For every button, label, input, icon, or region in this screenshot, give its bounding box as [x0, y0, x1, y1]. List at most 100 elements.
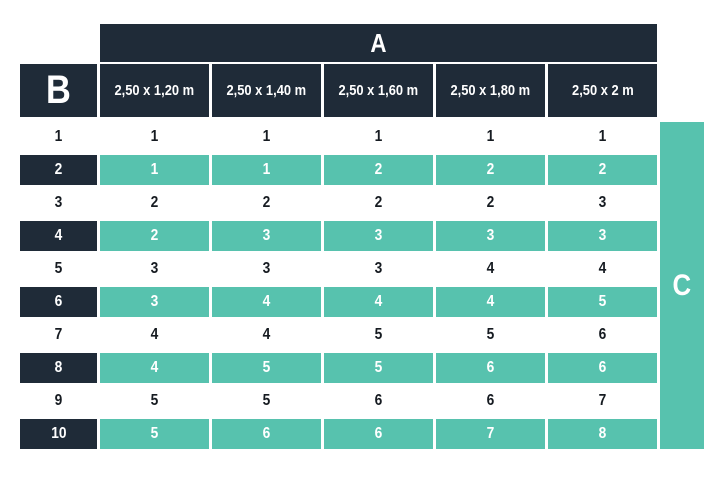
value-cell: 4: [100, 353, 209, 383]
value-cell: 4: [212, 320, 321, 350]
value-cell: 1: [100, 122, 209, 152]
row-group-label: B: [46, 68, 71, 112]
value-cell-text: 2: [374, 161, 383, 178]
value-cell-text: 3: [262, 260, 271, 277]
table-row: 6 3 4 4 4 5: [20, 287, 657, 317]
table-row: 4 2 3 3 3 3: [20, 221, 657, 251]
value-cell-text: 5: [150, 392, 159, 409]
row-label-cell: 6: [20, 287, 97, 317]
value-cell-text: 7: [486, 425, 495, 442]
row-label-cell: 5: [20, 254, 97, 284]
row-label-cell: 7: [20, 320, 97, 350]
row-label-cell: 2: [20, 155, 97, 185]
value-cell-text: 6: [262, 425, 271, 442]
value-cell-text: 2: [150, 227, 159, 244]
value-cell-text: 4: [486, 260, 495, 277]
value-cell: 6: [436, 386, 545, 416]
value-cell: 4: [436, 287, 545, 317]
column-header-cell-text: 2,50 x 1,20 m: [114, 82, 195, 99]
column-header-cell: 2,50 x 1,20 m: [100, 64, 209, 117]
value-cell-text: 1: [598, 128, 607, 145]
value-cell: 1: [212, 122, 321, 152]
value-cell-text: 1: [374, 128, 383, 145]
value-cell: 3: [324, 221, 433, 251]
column-header-cell-text: 2,50 x 1,80 m: [450, 82, 531, 99]
table-row: 7 4 4 5 5 6: [20, 320, 657, 350]
value-cell-text: 7: [598, 392, 607, 409]
value-cell: 8: [548, 419, 657, 449]
row-label-cell-text: 4: [54, 227, 63, 244]
value-cell-text: 2: [598, 161, 607, 178]
value-cell: 2: [212, 188, 321, 218]
value-cell: 2: [324, 188, 433, 218]
value-cell: 5: [436, 320, 545, 350]
value-cell-text: 2: [486, 194, 495, 211]
value-cell-text: 1: [150, 161, 159, 178]
value-cell: 4: [324, 287, 433, 317]
value-cell-text: 4: [598, 260, 607, 277]
value-cell: 5: [100, 419, 209, 449]
column-group-header: A: [100, 24, 657, 62]
value-cell: 2: [436, 188, 545, 218]
value-cell-text: 5: [598, 293, 607, 310]
value-cell: 3: [212, 254, 321, 284]
value-cell-text: 4: [262, 326, 271, 343]
row-label-cell: 9: [20, 386, 97, 416]
column-header-cell-text: 2,50 x 1,40 m: [226, 82, 307, 99]
row-label-cell-text: 2: [54, 161, 63, 178]
value-cell: 3: [436, 221, 545, 251]
value-cell: 5: [324, 353, 433, 383]
row-label-cell: 8: [20, 353, 97, 383]
value-cell: 2: [548, 155, 657, 185]
value-cell: 4: [548, 254, 657, 284]
row-label-cell: 3: [20, 188, 97, 218]
value-cell: 2: [324, 155, 433, 185]
column-header-cell-text: 2,50 x 2 m: [571, 82, 634, 99]
value-cell-text: 6: [598, 359, 607, 376]
value-cell-text: 3: [374, 227, 383, 244]
value-cell-text: 1: [150, 128, 159, 145]
value-cell: 6: [436, 353, 545, 383]
column-header-cell: 2,50 x 1,60 m: [324, 64, 433, 117]
value-cell: 3: [324, 254, 433, 284]
value-cell: 4: [212, 287, 321, 317]
value-cell-text: 3: [374, 260, 383, 277]
value-cell: 3: [100, 287, 209, 317]
table-row: 9 5 5 6 6 7: [20, 386, 657, 416]
value-cell-text: 8: [598, 425, 607, 442]
value-cell: 2: [100, 188, 209, 218]
column-header-cell: 2,50 x 1,40 m: [212, 64, 321, 117]
value-cell-text: 6: [486, 392, 495, 409]
table-row: 1 1 1 1 1 1: [20, 122, 657, 152]
value-cell-text: 6: [374, 425, 383, 442]
value-cell: 1: [324, 122, 433, 152]
value-cell: 1: [100, 155, 209, 185]
value-cell: 6: [212, 419, 321, 449]
row-label-cell-text: 5: [54, 260, 63, 277]
value-cell-text: 5: [486, 326, 495, 343]
value-cell: 4: [436, 254, 545, 284]
row-label-cell: 10: [20, 419, 97, 449]
value-cell-text: 6: [598, 326, 607, 343]
table-row: 8 4 5 5 6 6: [20, 353, 657, 383]
row-label-cell-text: 3: [54, 194, 63, 211]
value-cell-text: 2: [486, 161, 495, 178]
value-cell-text: 5: [374, 359, 383, 376]
table-header-row: B 2,50 x 1,20 m 2,50 x 1,40 m 2,50 x 1,60 …: [20, 64, 657, 117]
value-cell: 2: [436, 155, 545, 185]
table-row: 5 3 3 3 4 4: [20, 254, 657, 284]
table-row: 2 1 1 2 2 2: [20, 155, 657, 185]
value-cell-text: 3: [598, 194, 607, 211]
value-cell-text: 3: [262, 227, 271, 244]
row-label-cell-text: 8: [54, 359, 63, 376]
value-cell-text: 4: [150, 359, 159, 376]
value-cell-text: 6: [374, 392, 383, 409]
column-header-cell: 2,50 x 2 m: [548, 64, 657, 117]
value-cell: 6: [324, 419, 433, 449]
value-cell: 6: [324, 386, 433, 416]
value-cell: 3: [212, 221, 321, 251]
value-cell-text: 4: [486, 293, 495, 310]
row-group-header-cell: B: [20, 64, 97, 117]
value-cell-text: 5: [374, 326, 383, 343]
value-cell-text: 3: [486, 227, 495, 244]
